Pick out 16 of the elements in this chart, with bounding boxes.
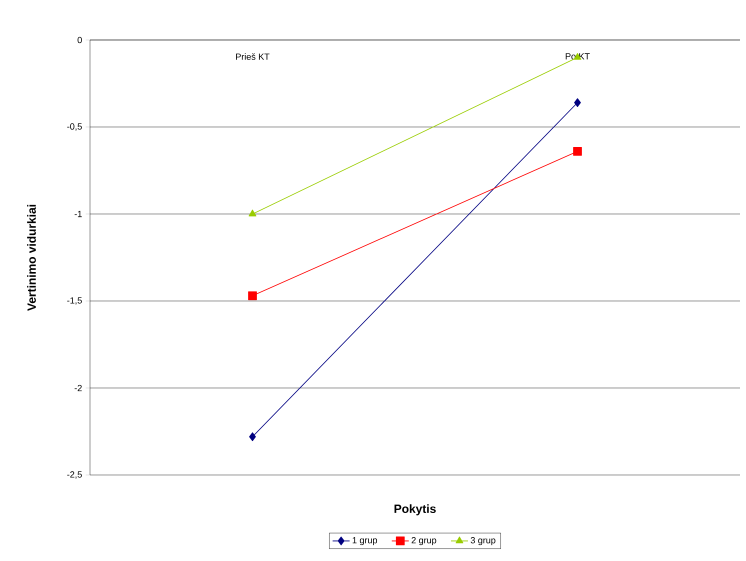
y-tick-label: -1 [74, 210, 82, 218]
y-tick-label: 0 [78, 36, 82, 44]
point [248, 291, 257, 300]
legend-label: 3 grup [470, 537, 496, 546]
x-axis-title: Pokytis [394, 504, 436, 516]
legend-label: 1 grup [352, 537, 378, 546]
y-tick-label: -2 [74, 384, 82, 392]
y-axis-title: Vertinimo vidurkiai [27, 204, 36, 311]
legend-label: 2 grup [412, 537, 436, 546]
x-tick-label: Prieš KT [236, 53, 270, 60]
y-tick-label: -0,5 [67, 123, 82, 131]
point [574, 98, 581, 108]
point [249, 432, 256, 442]
y-tick-label: -1,5 [67, 297, 82, 305]
y-tick-label: -2,5 [67, 471, 82, 479]
point [573, 146, 582, 156]
